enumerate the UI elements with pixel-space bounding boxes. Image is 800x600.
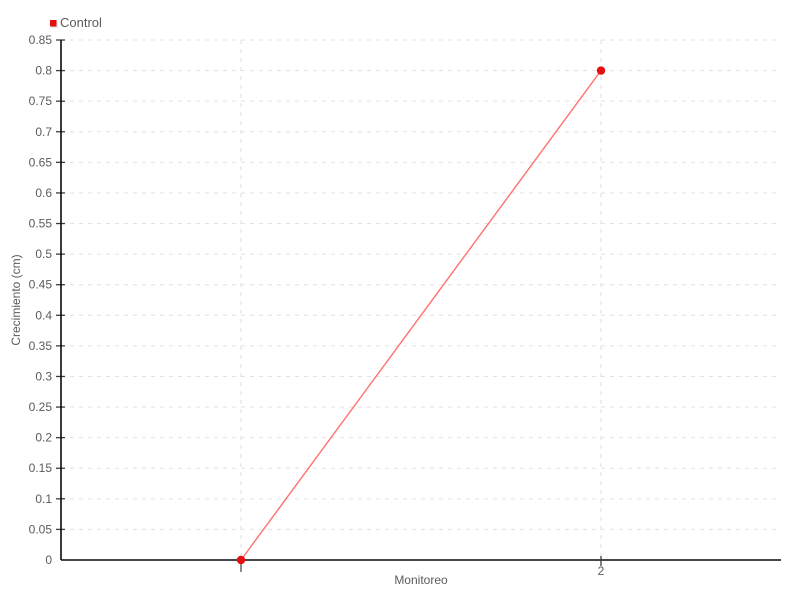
svg-text:2: 2 [598, 564, 605, 578]
svg-text:0.7: 0.7 [35, 125, 52, 139]
svg-text:0.55: 0.55 [29, 217, 53, 231]
svg-text:0.35: 0.35 [29, 339, 53, 353]
svg-text:Control: Control [60, 15, 102, 30]
svg-text:0: 0 [45, 553, 52, 567]
svg-text:0.85: 0.85 [29, 33, 53, 47]
svg-text:0.05: 0.05 [29, 522, 53, 536]
svg-text:0.8: 0.8 [35, 64, 52, 78]
svg-text:0.45: 0.45 [29, 278, 53, 292]
svg-text:0.4: 0.4 [35, 308, 52, 322]
svg-text:0.65: 0.65 [29, 155, 53, 169]
svg-text:0.25: 0.25 [29, 400, 53, 414]
svg-text:Monitoreo: Monitoreo [394, 573, 448, 587]
svg-text:0.75: 0.75 [29, 94, 53, 108]
svg-text:0.1: 0.1 [35, 492, 52, 506]
svg-text:0.2: 0.2 [35, 431, 52, 445]
svg-text:0.6: 0.6 [35, 186, 52, 200]
svg-text:Crecimiento (cm): Crecimiento (cm) [9, 254, 23, 345]
svg-text:0.5: 0.5 [35, 247, 52, 261]
svg-text:0.3: 0.3 [35, 369, 52, 383]
svg-text:0.15: 0.15 [29, 461, 53, 475]
